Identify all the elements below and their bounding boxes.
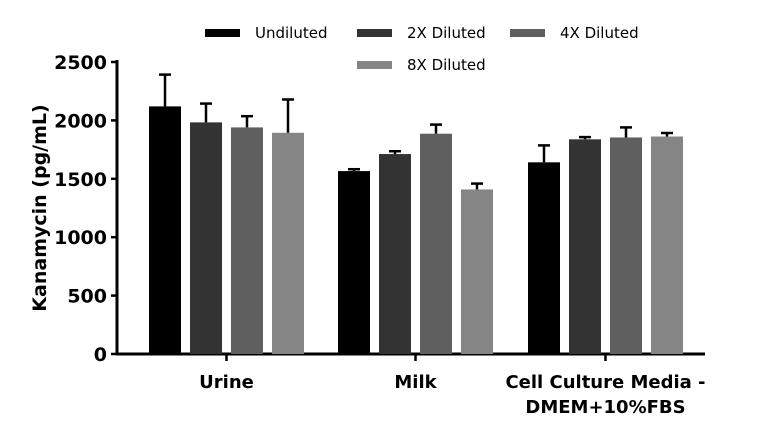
legend-swatch — [510, 29, 545, 37]
legend-label: 8X Diluted — [407, 56, 486, 74]
bar-2x-diluted — [190, 122, 222, 355]
bar-undiluted — [528, 162, 560, 354]
legend-swatch — [205, 29, 240, 37]
y-tick-label: 1500 — [54, 169, 107, 191]
bar-4x-diluted — [420, 133, 452, 354]
legend-swatch — [357, 29, 392, 37]
bar-8x-diluted — [461, 189, 493, 354]
bar-2x-diluted — [379, 154, 411, 354]
y-tick-label: 2500 — [54, 52, 107, 74]
bar-8x-diluted — [651, 136, 683, 354]
bar-4x-diluted — [231, 127, 263, 355]
bar-undiluted — [149, 106, 181, 354]
legend-label: Undiluted — [255, 24, 327, 42]
y-tick-label: 0 — [94, 344, 107, 366]
bar-2x-diluted — [569, 139, 601, 354]
x-tick-label: Milk — [394, 372, 437, 393]
y-tick-label: 1000 — [54, 227, 107, 249]
legend-swatch — [357, 61, 392, 69]
y-axis-label: Kanamycin (pg/mL) — [29, 104, 51, 311]
bar-4x-diluted — [610, 137, 642, 354]
x-tick-label: Cell Culture Media - — [505, 372, 705, 393]
bar-undiluted — [338, 171, 370, 354]
x-tick-label: DMEM+10%FBS — [525, 397, 685, 418]
x-tick-label: Urine — [199, 372, 254, 393]
legend-label: 2X Diluted — [407, 24, 486, 42]
y-tick-label: 2000 — [54, 110, 107, 132]
legend-label: 4X Diluted — [560, 24, 639, 42]
y-tick-label: 500 — [67, 286, 107, 308]
bar-8x-diluted — [272, 132, 304, 354]
